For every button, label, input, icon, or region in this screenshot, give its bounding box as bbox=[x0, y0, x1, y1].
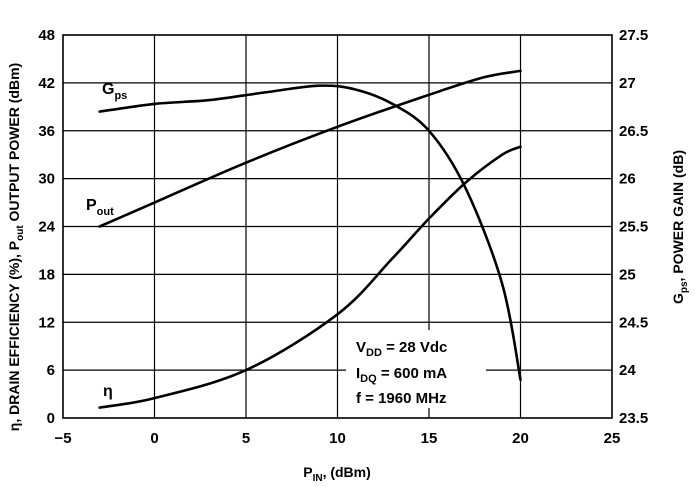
eta-curve-label: η bbox=[103, 383, 113, 400]
y-right-tick-label: 25 bbox=[619, 266, 636, 283]
annotation-freq: f = 1960 MHz bbox=[356, 390, 446, 407]
tick-labels: −5 0 5 10 15 20 25 0 6 12 18 24 30 36 42 48 23.5 24 24.5 25… bbox=[38, 27, 648, 447]
grid bbox=[63, 35, 612, 418]
y-left-tick-label: 24 bbox=[38, 219, 55, 236]
y-left-tick-label: 0 bbox=[47, 410, 55, 427]
y-left-tick-label: 30 bbox=[38, 171, 55, 188]
y-left-tick-label: 6 bbox=[47, 362, 55, 379]
x-tick-label: 20 bbox=[512, 430, 529, 447]
pout-curve-label: Pout bbox=[86, 197, 114, 218]
y-right-tick-label: 24.5 bbox=[619, 314, 648, 331]
series-line-pout bbox=[98, 69, 522, 228]
y-left-axis-title: η, DRAIN EFFICIENCY (%), Pout OUTPUT POW… bbox=[6, 63, 26, 431]
y-right-tick-label: 27 bbox=[619, 75, 636, 92]
y-left-tick-label: 42 bbox=[38, 75, 55, 92]
series-line- bbox=[98, 145, 522, 409]
y-left-tick-label: 18 bbox=[38, 266, 55, 283]
y-left-tick-label: 12 bbox=[38, 314, 55, 331]
y-right-tick-label: 26.5 bbox=[619, 123, 648, 140]
y-left-tick-label: 48 bbox=[38, 27, 55, 44]
y-right-tick-label: 25.5 bbox=[619, 219, 648, 236]
y-right-tick-label: 27.5 bbox=[619, 27, 648, 44]
x-tick-label: 5 bbox=[242, 430, 250, 447]
y-right-tick-label: 23.5 bbox=[619, 410, 648, 427]
x-tick-label: 0 bbox=[150, 430, 158, 447]
x-tick-label: 25 bbox=[604, 430, 621, 447]
series-layer bbox=[98, 69, 522, 409]
x-tick-label: −5 bbox=[54, 430, 71, 447]
x-axis-title: PIN, (dBm) bbox=[303, 464, 371, 484]
series-line-gps bbox=[98, 84, 522, 381]
y-left-tick-label: 36 bbox=[38, 123, 55, 140]
annotation-vdd: VDD = 28 Vdc bbox=[356, 339, 447, 359]
x-tick-label: 15 bbox=[421, 430, 438, 447]
y-right-tick-label: 24 bbox=[619, 362, 636, 379]
plot-frame bbox=[62, 34, 613, 419]
x-tick-label: 10 bbox=[329, 430, 346, 447]
annotation-box bbox=[346, 330, 486, 408]
y-right-axis-title: Gps, POWER GAIN (dB) bbox=[670, 150, 690, 304]
gps-curve-label: Gps bbox=[102, 81, 127, 102]
y-right-tick-label: 26 bbox=[619, 171, 636, 188]
annotation-idq: IDQ = 600 mA bbox=[356, 365, 447, 385]
